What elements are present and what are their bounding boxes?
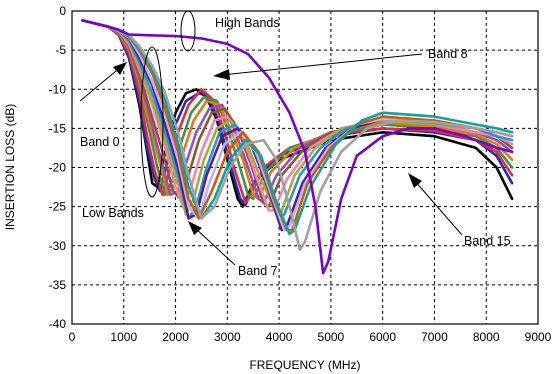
x-tick-label-7: 7000 [421, 330, 448, 344]
high-bands-ellipse [180, 10, 196, 52]
series-line-11 [81, 19, 514, 232]
y-tick-label-2: -10 [49, 82, 67, 96]
x-tick-label-6: 6000 [369, 330, 396, 344]
annotation-band-0: Band 0 [80, 135, 120, 149]
x-tick-label-8: 8000 [473, 330, 500, 344]
annotation-band-7: Band 7 [238, 264, 278, 278]
y-tick-label-5: -25 [49, 200, 67, 214]
plot-frame [71, 10, 539, 325]
band-7-arrow-line [193, 226, 236, 266]
y-tick-label-0: 0 [59, 4, 66, 18]
y-tick-label-8: -40 [49, 317, 67, 331]
annotation-lines [79, 10, 463, 266]
y-tick-label-4: -20 [49, 161, 67, 175]
x-tick-label-2: 2000 [162, 330, 189, 344]
x-tick-label-9: 9000 [525, 330, 552, 344]
y-tick-label-3: -15 [49, 121, 67, 135]
series-line-14 [81, 19, 514, 251]
series-line-13 [81, 19, 514, 236]
annotation-low-bands: Low Bands [82, 206, 144, 220]
series-group [81, 19, 514, 275]
x-tick-label-1: 1000 [110, 330, 137, 344]
band-15-arrowhead [408, 173, 422, 188]
band-15-arrow-line [413, 179, 463, 236]
band-8-arrow-line [221, 53, 423, 76]
band-0-arrowhead [113, 62, 127, 75]
y-tick-label-6: -30 [49, 239, 67, 253]
x-axis-label: FREQUENCY (MHz) [249, 358, 360, 372]
annotation-high-bands: High Bands [215, 16, 280, 30]
y-axis-label: INSERTION LOSS (dB) [3, 104, 17, 230]
x-tick-label-3: 3000 [214, 330, 241, 344]
series-line-15 [81, 19, 514, 275]
annotation-band-8: Band 8 [428, 47, 468, 61]
x-tick-label-0: 0 [69, 330, 76, 344]
x-tick-label-5: 5000 [318, 330, 345, 344]
y-tick-label-7: -35 [49, 278, 67, 292]
tick-labels: 0 1000 2000 3000 4000 5000 6000 7000 8000 9000 0 -5… [49, 4, 552, 344]
band-7-arrowhead [188, 221, 202, 235]
band-0-arrow-line [79, 65, 123, 102]
band-8-arrowhead [213, 69, 230, 80]
series-line-8 [81, 19, 514, 216]
annotation-band-15: Band 15 [464, 234, 511, 248]
low-bands-ellipse [140, 46, 164, 198]
x-tick-label-4: 4000 [266, 330, 293, 344]
y-tick-label-1: -5 [55, 43, 66, 57]
